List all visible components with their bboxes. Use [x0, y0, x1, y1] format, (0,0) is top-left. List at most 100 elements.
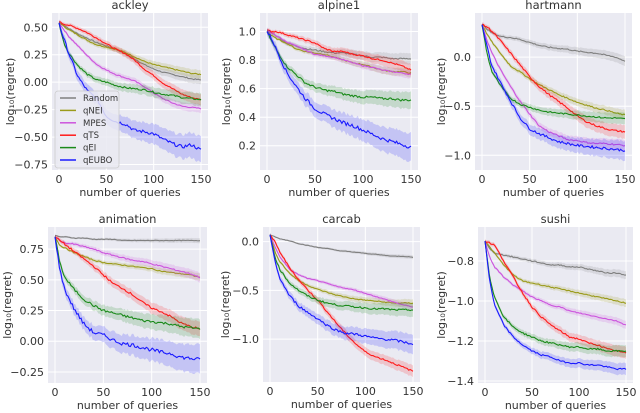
x-tick-label: 0	[264, 173, 271, 186]
band-qEUBO	[55, 232, 200, 375]
band-qNEI	[55, 235, 200, 281]
legend-label-qNEI: qNEI	[83, 106, 103, 116]
line-Random	[54, 235, 201, 242]
y-tick-label: 0.0	[454, 51, 472, 64]
y-tick-label: −1.2	[447, 335, 474, 348]
x-tick-label: 150	[616, 386, 637, 399]
band-Random	[270, 234, 413, 260]
x-tick-label: 50	[99, 173, 113, 186]
band-qEUBO	[485, 239, 626, 376]
line-qEUBO	[481, 24, 626, 152]
y-tick-label: −0.25	[10, 366, 44, 379]
line-qEUBO	[484, 240, 627, 371]
y-tick-label: 1.0	[239, 26, 257, 39]
x-tick-label: 100	[141, 386, 162, 399]
x-tick-label: 50	[525, 386, 539, 399]
band-qTS	[59, 20, 201, 106]
subplot-hartmann: 0 50 100 150 −1.0 −0.5 0.0 hartmann number of qu…	[435, 0, 636, 199]
y-tick-label: −0.5	[444, 100, 471, 113]
line-qEI	[54, 236, 201, 330]
subplot-alpine1: 0 50 100 150 0.2 0.4 0.6 0.8 1.0 alpine1 number of…	[220, 0, 422, 199]
line-MPES	[269, 234, 414, 308]
y-tick-label: 0.6	[239, 83, 257, 96]
x-tick-label: 100	[143, 173, 164, 186]
x-tick-label: 50	[308, 173, 322, 186]
line-qEUBO	[54, 236, 201, 361]
legend-label-Random: Random	[83, 94, 118, 104]
line-qEUBO	[266, 31, 412, 149]
line-qEI	[484, 240, 627, 353]
x-tick-label: 150	[190, 386, 211, 399]
x-axis-label: number of queries	[291, 398, 393, 411]
subplot-sushi: 0 50 100 150 −1.4 −1.2 −1.0 −0.8 sushi number of …	[435, 212, 637, 412]
y-axis-label: log₁₀(regret)	[435, 271, 448, 339]
subplot-animation: 0 50 100 150 −0.25 0.00 0.25 0.50 0.75 animation n…	[1, 212, 211, 412]
x-axis-label: number of queries	[79, 186, 181, 199]
x-tick-label: 150	[403, 385, 424, 398]
band-MPES	[59, 21, 201, 114]
series-group	[54, 232, 201, 375]
y-tick-label: 0.8	[239, 54, 257, 67]
x-tick-label: 50	[523, 173, 537, 186]
x-tick-label: 100	[355, 385, 376, 398]
y-axis-label: log₁₀(regret)	[219, 271, 232, 339]
x-tick-label: 100	[353, 173, 374, 186]
subplot-carcab: 0 50 100 150 −1.0 −0.5 0.0 carcab number of quer…	[219, 212, 424, 411]
line-qTS	[481, 23, 626, 133]
line-MPES	[58, 22, 202, 110]
x-axis-label: number of queries	[503, 186, 605, 199]
y-tick-label: −1.4	[447, 375, 474, 388]
legend-label-qEI: qEI	[83, 144, 96, 154]
subplot-title: ackley	[111, 0, 148, 12]
line-qNEI	[266, 31, 412, 74]
line-Random	[269, 234, 414, 258]
y-tick-label: −0.50	[14, 131, 48, 144]
y-axis-label: log₁₀(regret)	[220, 58, 233, 126]
band-qEI	[55, 233, 200, 340]
series-group	[484, 239, 627, 376]
y-tick-label: 0.75	[20, 243, 45, 256]
legend-label-qEUBO: qEUBO	[83, 156, 113, 166]
line-qEUBO	[58, 22, 202, 150]
y-tick-label: −1.0	[444, 149, 471, 162]
subplot-title: alpine1	[318, 0, 360, 12]
line-qNEI	[58, 22, 202, 76]
band-qNEI	[59, 21, 201, 80]
x-axis-label: number of queries	[77, 399, 179, 412]
band-Random	[267, 29, 411, 65]
y-tick-label: −0.5	[232, 284, 259, 297]
y-tick-label: −1.0	[232, 333, 259, 346]
y-axis-label: log₁₀(regret)	[1, 271, 14, 339]
band-MPES	[270, 233, 413, 310]
band-qTS	[485, 239, 626, 359]
y-tick-label: −1.0	[447, 295, 474, 308]
subplot-title: animation	[99, 212, 157, 226]
band-qNEI	[485, 239, 626, 308]
y-tick-label: 0.00	[24, 76, 49, 89]
x-tick-label: 150	[401, 173, 422, 186]
line-qNEI	[484, 240, 627, 304]
line-MPES	[267, 31, 412, 76]
x-tick-label: 0	[267, 385, 274, 398]
band-qEUBO	[482, 21, 625, 162]
x-tick-label: 0	[479, 173, 486, 186]
subplot-title: sushi	[541, 212, 571, 226]
band-qEI	[482, 23, 625, 125]
band-Random	[482, 23, 625, 67]
line-Random	[484, 240, 626, 276]
legend-label-MPES: MPES	[83, 119, 106, 129]
plot-area	[478, 227, 633, 383]
legend-label-qTS: qTS	[83, 131, 99, 141]
line-qEI	[269, 234, 414, 312]
plot-area	[260, 13, 418, 170]
subplot-title: hartmann	[525, 0, 581, 12]
x-axis-label: number of queries	[288, 186, 390, 199]
line-qEUBO	[269, 234, 414, 346]
y-axis-label: log₁₀(regret)	[435, 58, 448, 126]
y-tick-label: 0.25	[20, 305, 45, 318]
x-tick-label: 100	[567, 173, 588, 186]
x-tick-label: 0	[56, 173, 63, 186]
y-axis-label: log₁₀(regret)	[4, 58, 17, 126]
line-MPES	[484, 240, 627, 326]
